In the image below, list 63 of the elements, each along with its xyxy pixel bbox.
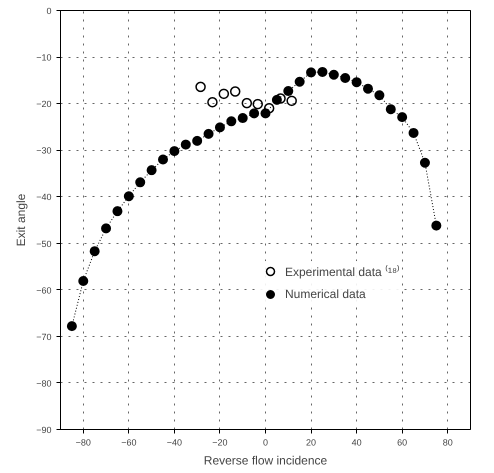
point — [124, 191, 134, 202]
point — [386, 104, 396, 114]
y-tick-label: −40 — [36, 192, 52, 202]
point — [352, 77, 362, 88]
point — [252, 98, 264, 110]
x-tick-label: 0 — [262, 438, 268, 448]
y-tick-label: −70 — [36, 332, 52, 342]
y-tick-label: −50 — [36, 238, 52, 249]
point — [218, 88, 230, 100]
point — [431, 220, 442, 231]
y-tick-label: −30 — [36, 146, 52, 156]
legend-label: Numerical data — [285, 287, 366, 301]
y-tick-label: −80 — [36, 378, 52, 388]
point — [397, 112, 408, 122]
point — [180, 140, 191, 150]
y-axis-title: Exit angle — [14, 193, 28, 246]
point — [249, 108, 260, 118]
point — [420, 158, 430, 168]
x-tick-label: −40 — [166, 438, 182, 448]
y-tick-label: −90 — [36, 425, 52, 435]
point — [90, 246, 100, 256]
x-tick-label: 80 — [442, 438, 453, 448]
point — [192, 136, 202, 146]
point — [230, 86, 240, 97]
point — [317, 66, 328, 77]
point — [408, 128, 419, 138]
x-tick-label: 60 — [397, 438, 408, 448]
point — [135, 177, 146, 188]
y-tick-label: −10 — [36, 52, 52, 63]
point — [328, 70, 339, 80]
y-tick-label: −60 — [36, 285, 52, 296]
point — [238, 113, 248, 124]
point — [340, 73, 350, 83]
point — [207, 96, 218, 108]
x-axis-title: Reverse flow incidence — [204, 454, 328, 468]
point — [226, 116, 236, 126]
y-tick-label: −20 — [36, 99, 52, 110]
point — [294, 76, 305, 87]
point — [286, 96, 297, 106]
x-tick-label: 40 — [352, 438, 362, 448]
x-tick-label: −60 — [121, 438, 136, 448]
point — [195, 82, 206, 92]
point — [275, 93, 286, 104]
x-tick-label: −20 — [212, 438, 228, 448]
x-tick-label: −80 — [76, 438, 91, 448]
point — [306, 67, 316, 78]
point — [66, 321, 77, 332]
point — [112, 206, 122, 216]
point — [264, 103, 274, 114]
point — [101, 223, 112, 234]
point — [146, 165, 157, 176]
y-tick-label: 0 — [46, 6, 52, 16]
x-tick-label: 20 — [306, 438, 316, 448]
point — [169, 146, 180, 156]
legend-label: Experimental data ⁽¹⁸⁾ — [285, 264, 400, 280]
point — [158, 154, 168, 164]
point — [78, 276, 88, 286]
point — [204, 128, 214, 139]
point — [242, 98, 252, 108]
point — [283, 86, 294, 96]
point — [363, 84, 373, 94]
point — [374, 90, 384, 100]
point — [214, 122, 225, 132]
